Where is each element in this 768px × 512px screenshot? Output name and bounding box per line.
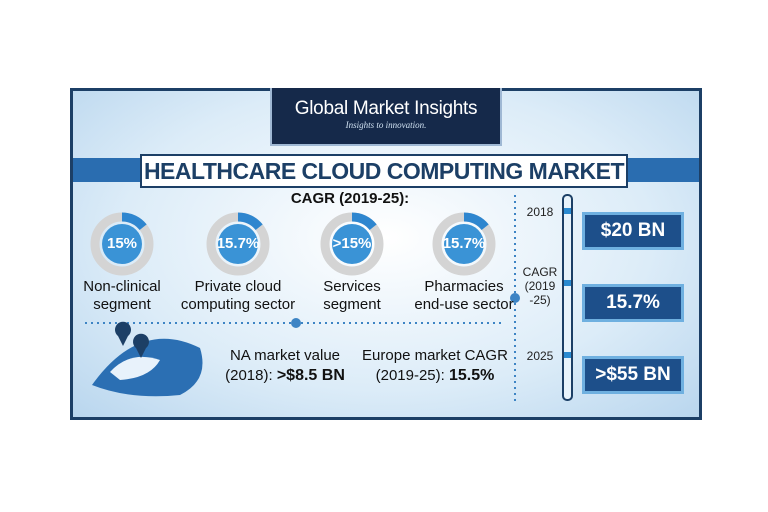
segment-label-line: segment	[323, 296, 381, 313]
title: HEALTHCARE CLOUD COMPUTING MARKET	[140, 154, 628, 188]
timeline-node	[564, 280, 571, 286]
ring-accent	[463, 212, 489, 231]
logo: Global Market Insights Insights to innov…	[270, 88, 502, 146]
segment-value: >15%	[332, 235, 372, 252]
segment-label-line: Pharmacies	[424, 278, 504, 295]
ring-center	[102, 224, 142, 264]
segment-label-line: end-use sector	[414, 296, 514, 313]
regional-label: Europe market CAGR	[362, 347, 508, 364]
timeline-label-line: 2018	[526, 205, 554, 219]
regional-item: Europe market CAGR (2019-25): 15.5%	[345, 346, 525, 386]
timeline-label: 2018	[520, 205, 560, 219]
timeline-label-line: CAGR	[522, 265, 558, 279]
divider-dot	[291, 318, 301, 328]
ring-center	[332, 224, 372, 264]
timeline-value: $20 BN	[582, 212, 684, 250]
regional-label: NA market value	[229, 347, 341, 364]
tagline: Insights to innovation.	[345, 120, 427, 130]
timeline-node	[564, 352, 571, 358]
timeline-label-line: (2019	[524, 279, 556, 293]
pin	[133, 333, 149, 358]
regional-period: (2018):	[225, 367, 273, 384]
ring-accent	[237, 212, 263, 231]
segment-label: Private cloud computing sector	[173, 278, 303, 314]
regional-period: (2019-25):	[375, 367, 445, 384]
segment-label-line: Private cloud	[194, 278, 282, 295]
timeline-label: 2025	[520, 349, 560, 363]
segment-value: 15.7%	[216, 235, 260, 252]
ring-center	[218, 224, 258, 264]
regional-line: (2019-25): 15.5%	[345, 366, 525, 386]
ring-accent	[121, 212, 147, 231]
timeline-value: >$55 BN	[582, 356, 684, 394]
timeline-node	[564, 208, 571, 214]
cagr-heading: CAGR (2019-25):	[290, 190, 410, 207]
divider-dot	[510, 293, 520, 303]
globe-land	[110, 356, 160, 380]
segment-label-line: computing sector	[180, 296, 296, 313]
segment-label: Non-clinical segment	[57, 278, 187, 314]
segment-label-line: segment	[93, 296, 151, 313]
ring-center	[444, 224, 484, 264]
regional-value: >$8.5 BN	[276, 367, 345, 384]
timeline-label: CAGR (2019 -25)	[520, 265, 560, 307]
segment-label-line: Services	[323, 278, 381, 295]
segment-label: Services segment	[287, 278, 417, 314]
timeline-label-line: 2025	[526, 349, 554, 363]
regional-line: (2018): >$8.5 BN	[195, 366, 375, 386]
regional-value: 15.5%	[449, 367, 495, 384]
ring-accent	[351, 212, 377, 231]
timeline-bar	[562, 194, 573, 401]
segment-value: 15%	[106, 235, 138, 252]
timeline-value: 15.7%	[582, 284, 684, 322]
timeline-label-line: -25)	[529, 293, 551, 307]
segment-value: 15.7%	[442, 235, 486, 252]
pin	[115, 321, 131, 346]
segment-label-line: Non-clinical	[83, 278, 161, 295]
segment-label: Pharmacies end-use sector	[399, 278, 529, 314]
regional-item: NA market value (2018): >$8.5 BN	[195, 346, 375, 386]
brand: Global Market Insights	[294, 98, 478, 119]
